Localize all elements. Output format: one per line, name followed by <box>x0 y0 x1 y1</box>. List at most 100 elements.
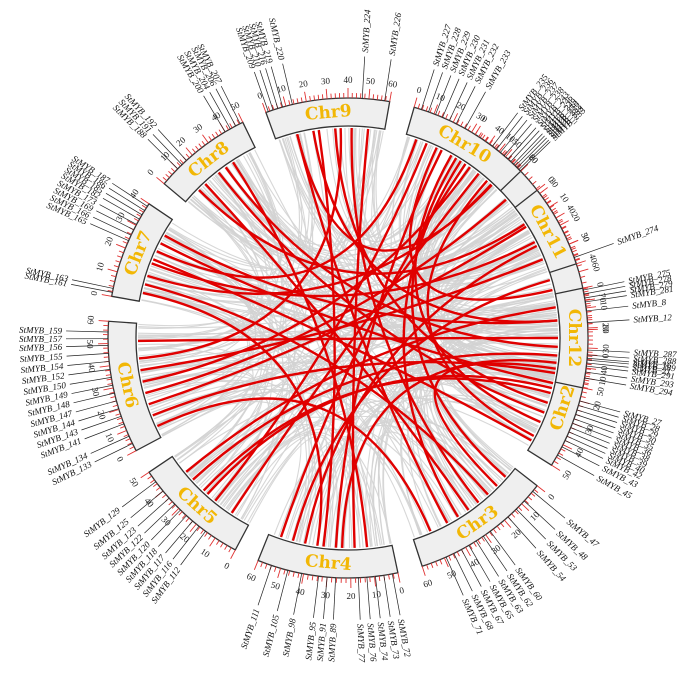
tick-label: 30 <box>579 231 592 244</box>
tick-label: 50 <box>579 231 592 244</box>
gene-leader-line <box>492 112 518 147</box>
gene-leader-line <box>507 516 537 549</box>
gene-leader-line <box>583 281 625 291</box>
tick-label: 50 <box>127 476 141 489</box>
synteny-link <box>142 190 262 381</box>
gene-leader-line <box>66 330 109 333</box>
axis-tick <box>150 479 155 484</box>
axis-tick <box>551 207 557 212</box>
gene-leader-line <box>532 491 566 519</box>
axis-tick <box>530 492 536 497</box>
axis-tick <box>501 150 506 155</box>
gene-leader-line <box>366 577 371 620</box>
gene-leader-line <box>391 573 401 616</box>
axis-tick <box>388 574 390 580</box>
gene-leader-line <box>490 531 516 566</box>
synteny-link <box>150 265 557 366</box>
axis-tick <box>282 96 287 107</box>
segmental-duplication-link <box>138 336 559 343</box>
segmental-duplication-link <box>340 359 557 548</box>
axis-tick <box>430 562 434 568</box>
tick-label: 40 <box>598 365 609 376</box>
axis-tick <box>105 374 111 376</box>
gene-label: StMYB_159 <box>19 325 63 336</box>
axis-tick <box>584 375 590 378</box>
axis-tick <box>147 475 152 480</box>
chromosome-chr7 <box>110 202 174 302</box>
axis-tick <box>378 575 381 581</box>
gene-leader-line <box>172 525 200 560</box>
gene-label: StMYB_274 <box>616 223 660 247</box>
axis-tick <box>115 413 121 416</box>
axis-tick <box>171 507 180 516</box>
axis-tick <box>580 275 586 278</box>
gene-leader-line <box>468 545 491 582</box>
synteny-link <box>145 166 273 296</box>
axis-tick <box>107 268 118 273</box>
axis-tick <box>292 571 295 577</box>
gene-leader-line <box>483 536 508 572</box>
tick-label: 40 <box>573 446 586 459</box>
axis-tick <box>218 129 223 135</box>
axis-tick <box>317 94 320 100</box>
segmental-duplication-link <box>140 258 544 372</box>
axis-tick <box>582 287 588 290</box>
axis-tick <box>514 161 519 166</box>
synteny-link <box>149 269 555 380</box>
axis-tick <box>517 506 523 511</box>
axis-tick <box>452 553 456 559</box>
axis-tick <box>99 365 110 368</box>
axis-tick <box>196 526 201 532</box>
axis-tick <box>551 464 561 471</box>
tick-label: 40 <box>493 123 507 137</box>
segmental-duplication-link <box>408 147 553 301</box>
tick-label: 10 <box>558 191 572 204</box>
chromosome-chr5 <box>148 455 250 551</box>
axis-tick <box>271 104 275 110</box>
gene-leader-line <box>203 95 226 133</box>
axis-tick <box>101 294 112 297</box>
gene-leader-line <box>67 361 110 366</box>
gene-leader-line <box>270 66 283 108</box>
axis-tick <box>505 149 513 158</box>
axis-tick <box>313 95 316 101</box>
gene-leader-line <box>94 443 133 463</box>
axis-tick <box>546 200 552 205</box>
segmental-duplication-link <box>433 362 556 487</box>
axis-tick <box>514 510 519 515</box>
axis-tick <box>536 183 546 191</box>
axis-tick <box>542 195 548 199</box>
axis-tick <box>443 557 449 568</box>
axis-tick <box>448 555 452 561</box>
axis-tick <box>165 173 170 178</box>
axis-tick <box>489 140 494 145</box>
axis-tick <box>445 113 449 119</box>
synteny-link <box>142 360 554 385</box>
segmental-duplication-link <box>198 189 526 275</box>
gene-label: StMYB_91 <box>315 622 328 661</box>
axis-tick <box>528 176 533 181</box>
axis-tick <box>127 450 137 456</box>
gene-label: StMYB_77 <box>355 624 367 663</box>
axis-tick <box>527 496 533 501</box>
axis-tick <box>521 503 530 511</box>
axis-tick <box>107 383 113 385</box>
axis-tick <box>277 568 281 579</box>
tick-label: 50 <box>229 99 242 112</box>
gene-leader-line <box>453 553 473 592</box>
axis-tick <box>140 471 150 479</box>
axis-tick <box>168 170 173 176</box>
gene-leader-line <box>105 192 143 216</box>
axis-tick <box>229 123 233 129</box>
gene-leader-line <box>108 187 145 211</box>
axis-tick <box>539 190 544 194</box>
axis-tick <box>300 97 303 103</box>
axis-tick <box>238 113 244 123</box>
synteny-link <box>424 167 557 368</box>
axis-tick <box>225 125 229 131</box>
red-link-layer <box>138 128 559 548</box>
axis-tick <box>425 106 429 112</box>
axis-tick <box>578 268 589 273</box>
axis-tick <box>546 199 551 204</box>
axis-tick <box>215 131 219 137</box>
